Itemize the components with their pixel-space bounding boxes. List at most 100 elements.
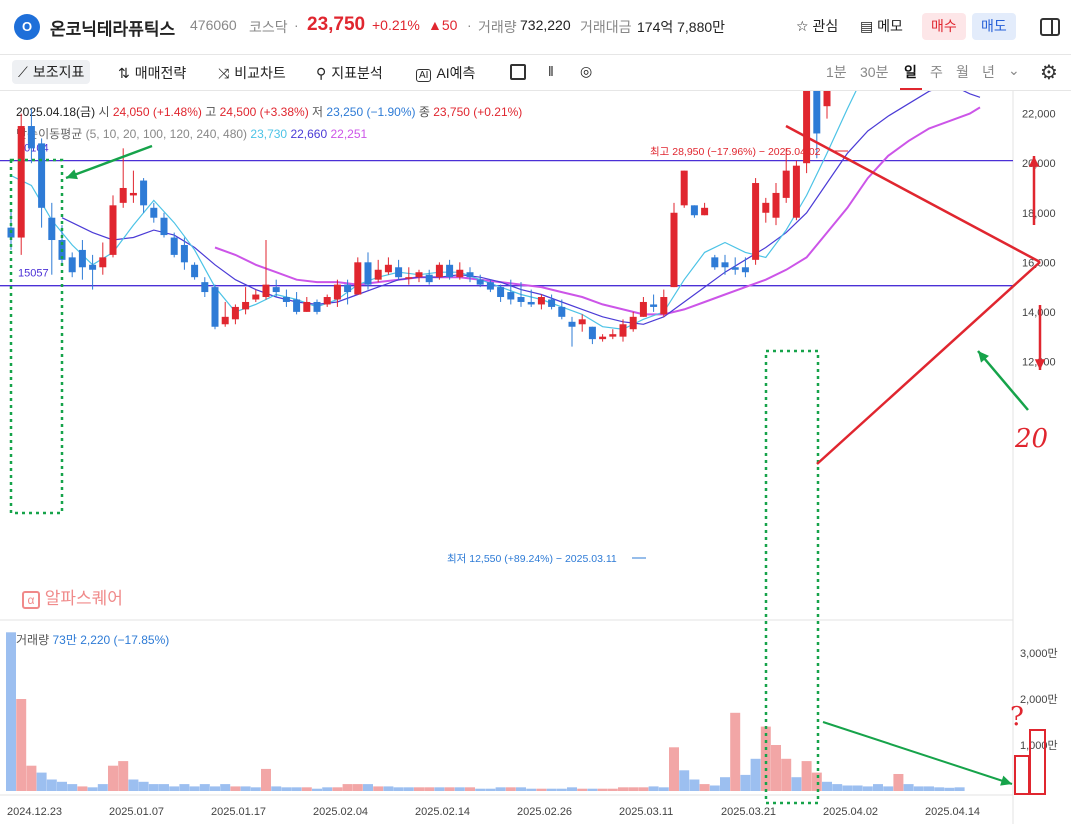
candle-body xyxy=(425,274,433,283)
volume-bar xyxy=(352,784,363,791)
volume-bar xyxy=(709,785,720,791)
volume-bar xyxy=(689,779,700,791)
volume-bar xyxy=(526,788,537,791)
volume-bar xyxy=(485,788,496,791)
period-3[interactable]: 주 xyxy=(930,64,943,80)
red-support-line xyxy=(816,261,1041,465)
high-annotation: 최고 28,950 (−17.96%) − 2025.04.02 xyxy=(650,146,821,158)
volume-bar xyxy=(567,787,577,791)
volume-bar xyxy=(832,784,843,791)
open-value: 24,050 (+1.48%) xyxy=(112,105,202,119)
volume-bar xyxy=(791,777,802,791)
separator-dot-2: · xyxy=(467,17,472,33)
volume-bar xyxy=(46,779,57,791)
green-arrow-volume xyxy=(822,721,1013,785)
period-0[interactable]: 1분 xyxy=(826,64,847,80)
candle-body xyxy=(405,277,413,279)
volume-bar xyxy=(801,761,812,791)
candle-body xyxy=(211,287,219,327)
watermark-text: 알파스퀘어 xyxy=(44,589,123,608)
volume-box-1 xyxy=(1014,755,1030,795)
x-tick-label: 2025.01.07 xyxy=(109,806,164,818)
candle-type-icon[interactable]: ‖ xyxy=(548,63,554,79)
red-arrow-down-head xyxy=(1034,359,1046,370)
period-underline xyxy=(900,88,922,90)
period-4[interactable]: 월 xyxy=(956,64,969,80)
chart-toolbar: ⟋ 보조지표 ⇅ 매매전략 ⤨ 비교차트 ⚲ 지표분석 AI AI예측 ‖ ◎ xyxy=(0,55,1071,91)
volume-bar xyxy=(373,786,384,791)
volume-bar xyxy=(220,784,231,791)
settings-gear-icon[interactable]: ⚙ xyxy=(1040,62,1058,84)
green-arrow-right-head xyxy=(978,351,989,363)
buy-button[interactable]: 매수 xyxy=(922,13,966,40)
indicator-button[interactable]: ⟋ 보조지표 xyxy=(12,60,91,84)
volume-bar xyxy=(750,758,761,791)
volume-bar xyxy=(363,784,373,791)
panel-toggle-icon[interactable] xyxy=(1040,18,1060,36)
camera-icon[interactable]: ◎ xyxy=(580,63,593,79)
period-2[interactable]: 일 xyxy=(904,64,917,80)
volume-bar xyxy=(26,765,37,791)
volume-bar xyxy=(740,774,751,791)
candle-body xyxy=(670,212,678,288)
analysis-button[interactable]: ⚲ 지표분석 xyxy=(316,63,383,83)
volume-bar xyxy=(148,784,159,791)
price-volume-chart[interactable]: 12,00014,00016,00018,00020,00022,00024,0… xyxy=(0,91,1071,824)
candle-body xyxy=(364,262,372,285)
candle-body xyxy=(48,217,56,241)
sell-button[interactable]: 매도 xyxy=(972,13,1016,40)
open-label: 시 xyxy=(98,105,110,119)
period-1[interactable]: 30분 xyxy=(860,64,889,80)
volume-bar xyxy=(862,786,873,791)
candle-body xyxy=(792,165,800,218)
x-tick-label: 2025.04.02 xyxy=(823,806,878,818)
candle-body xyxy=(119,187,127,203)
volume-bar xyxy=(781,758,792,791)
ohlc-info: 2025.04.18(금) 시 24,050 (+1.48%) 고 24,500… xyxy=(16,103,522,120)
square-tool-icon[interactable] xyxy=(510,63,526,81)
volume-bar xyxy=(495,787,506,791)
volume-tick-label: 2,000만 xyxy=(1020,693,1058,706)
candle-body xyxy=(588,326,596,340)
volume-bar xyxy=(169,786,180,791)
candle-body xyxy=(731,267,739,270)
change-percent: +0.21% xyxy=(372,17,420,33)
candle-body xyxy=(129,192,137,196)
volume-bar xyxy=(760,726,771,791)
low-annotation: 최저 12,550 (+89.24%) − 2025.03.11 xyxy=(447,553,617,565)
volume-bar xyxy=(852,785,863,791)
candle-body xyxy=(507,292,515,300)
volume-bar xyxy=(648,786,659,791)
candle-body xyxy=(650,304,658,307)
candle-body xyxy=(486,282,494,290)
candle-body xyxy=(38,143,46,208)
volume-bar xyxy=(883,786,894,791)
ai-button[interactable]: AI AI예측 xyxy=(416,63,475,83)
volume-bar xyxy=(271,786,282,791)
watch-label: 관심 xyxy=(812,18,839,34)
x-tick-label: 2025.02.14 xyxy=(415,806,470,818)
watch-button[interactable]: ☆ 관심 xyxy=(796,13,838,40)
candle-body xyxy=(231,306,239,320)
period-5[interactable]: 년 xyxy=(982,64,995,80)
candle-body xyxy=(690,205,698,216)
volume-bar xyxy=(189,786,200,791)
candle-body xyxy=(415,272,423,278)
memo-button[interactable]: ▤ 메모 xyxy=(860,13,903,40)
volume-value: 732,220 xyxy=(520,17,571,33)
strategy-button[interactable]: ⇅ 매매전략 xyxy=(118,63,186,83)
indicator-icon: ⟋ xyxy=(18,64,28,80)
candle-body xyxy=(140,180,148,206)
volume-info-value: 73만 2,220 (−17.85%) xyxy=(52,633,170,647)
x-tick-label: 2024.12.23 xyxy=(7,806,62,818)
candle-body xyxy=(752,183,760,260)
period-more-chevron-icon[interactable]: ⌄ xyxy=(1008,62,1020,78)
handwritten-20: 20 xyxy=(1014,424,1048,454)
compare-button[interactable]: ⤨ 비교차트 xyxy=(218,63,286,83)
amount-value: 174억 7,880만 xyxy=(637,19,726,35)
candle-body xyxy=(303,301,311,312)
candle-body xyxy=(435,264,443,278)
candle-body xyxy=(313,301,321,312)
handwritten-question: ? xyxy=(1010,702,1024,732)
x-tick-label: 2025.03.21 xyxy=(721,806,776,818)
